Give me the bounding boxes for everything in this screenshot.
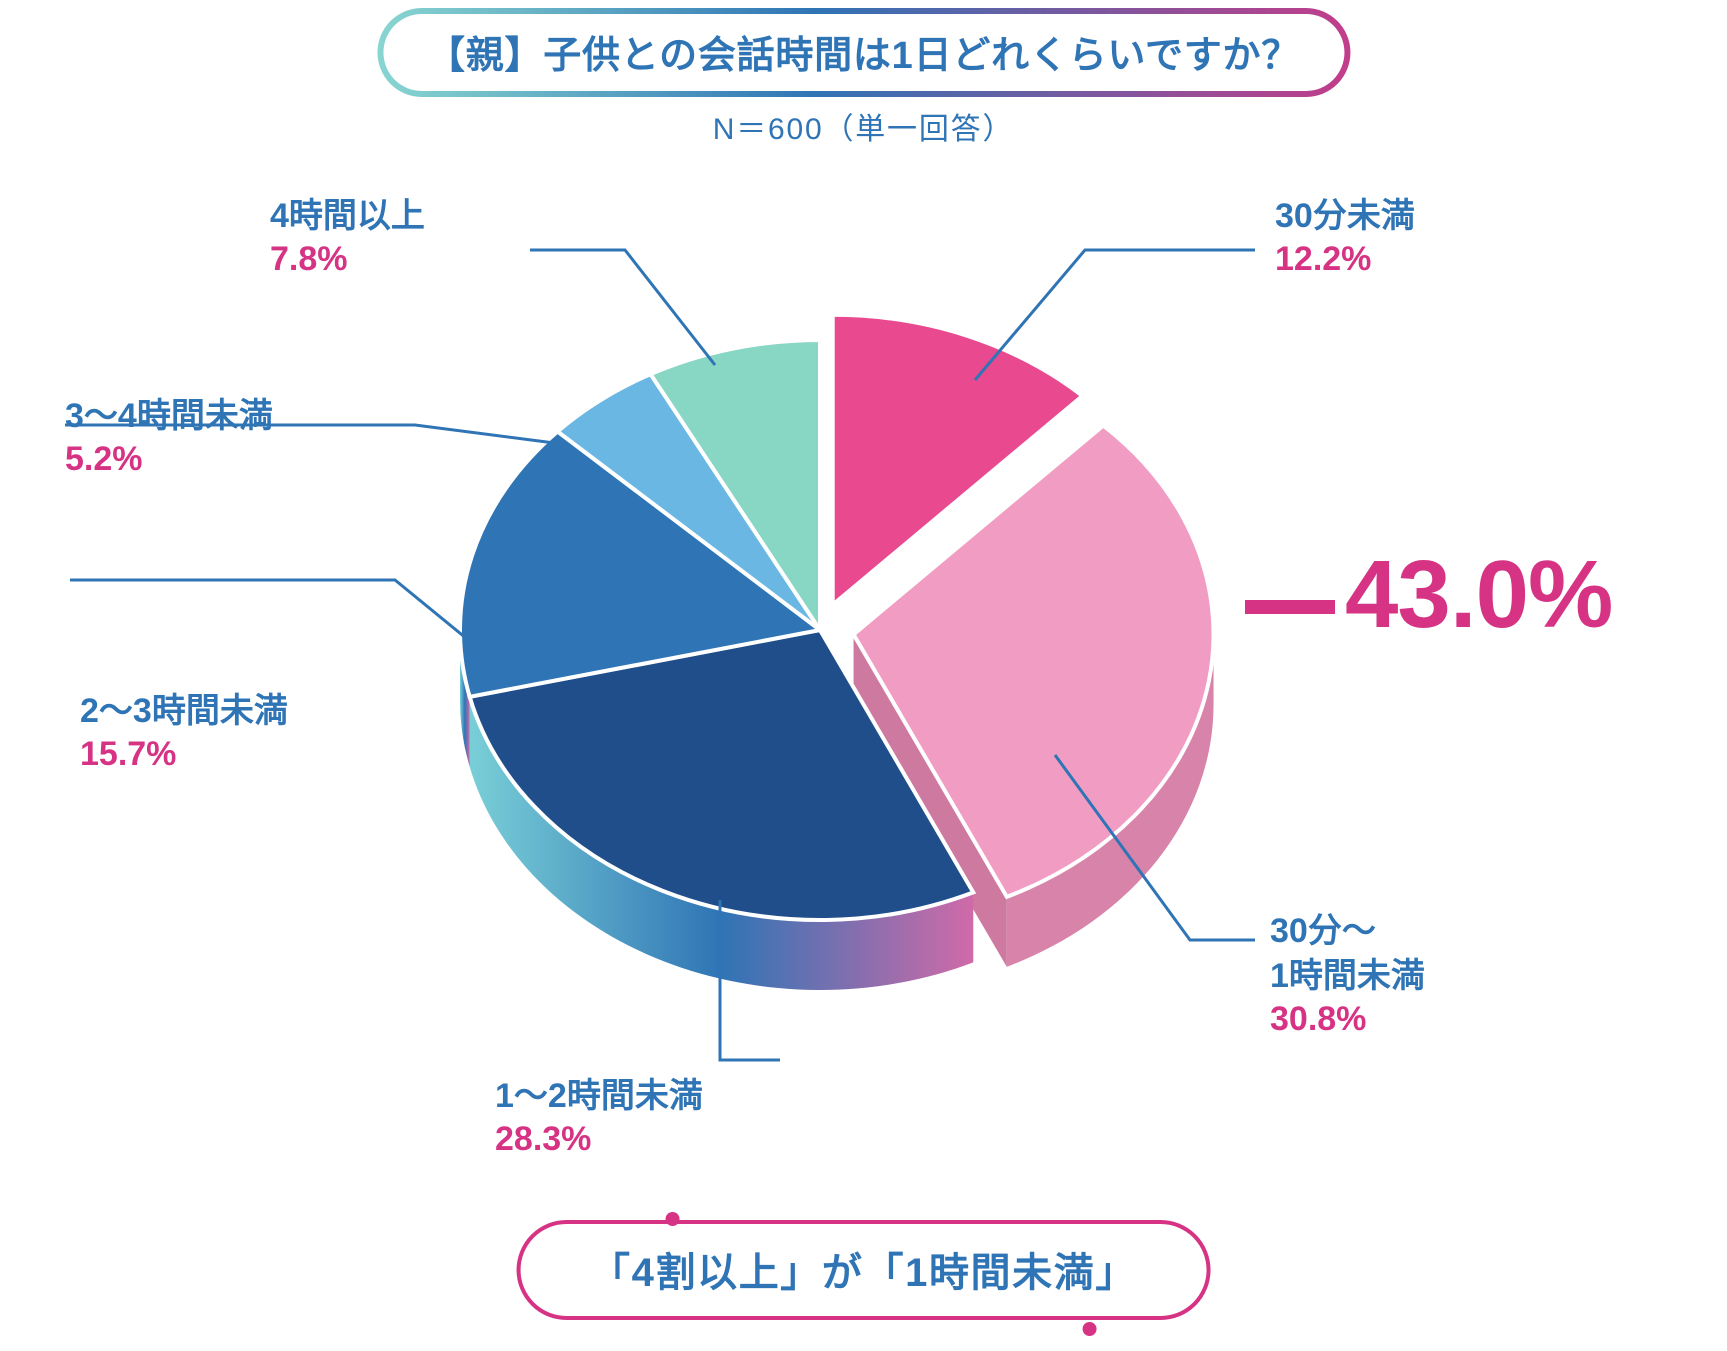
slice-label-name: 2～3時間未満: [80, 690, 288, 733]
leader-s5: [530, 250, 715, 365]
footer-container: 「4割以上」が「1時間未満」: [516, 1220, 1211, 1320]
slice-label-s4: 3～4時間未満5.2%: [65, 395, 273, 480]
slice-label-s3: 2～3時間未満15.7%: [80, 690, 288, 775]
slice-label-name: 4時間以上: [270, 195, 425, 238]
slice-label-s1: 1時間未満30.8%: [1270, 955, 1425, 1040]
leader-s3: [70, 580, 505, 670]
callout-dash: [1245, 600, 1335, 614]
slice-label-pct: 5.2%: [65, 438, 273, 481]
slice-label-pct: 7.8%: [270, 238, 425, 281]
footer-text: 「4割以上」が「1時間未満」: [590, 1251, 1137, 1295]
pie-chart: [0, 0, 1727, 1351]
slice-label-s0: 30分未満12.2%: [1275, 195, 1415, 280]
slice-label-pct: 28.3%: [495, 1118, 703, 1161]
slice-label-pct: 30.8%: [1270, 998, 1425, 1041]
slice-label-name: 1～2時間未満: [495, 1075, 703, 1118]
footer-dot-bottom: [1083, 1322, 1097, 1336]
footer-pill: 「4割以上」が「1時間未満」: [516, 1220, 1211, 1320]
slice-label-pct: 15.7%: [80, 733, 288, 776]
slice-label-pct: 12.2%: [1275, 238, 1415, 281]
footer-dot-top: [666, 1212, 680, 1226]
slice-label-name: 30分～: [1270, 910, 1376, 953]
slice-label-name: 3～4時間未満: [65, 395, 273, 438]
slice-label-s2: 1～2時間未満28.3%: [495, 1075, 703, 1160]
callout-percentage: 43.0%: [1345, 540, 1612, 650]
slice-label-name: 1時間未満: [1270, 955, 1425, 998]
slice-label-name: 30分未満: [1275, 195, 1415, 238]
slice-label-s1_line1: 30分～: [1270, 910, 1376, 953]
slice-label-s5: 4時間以上7.8%: [270, 195, 425, 280]
